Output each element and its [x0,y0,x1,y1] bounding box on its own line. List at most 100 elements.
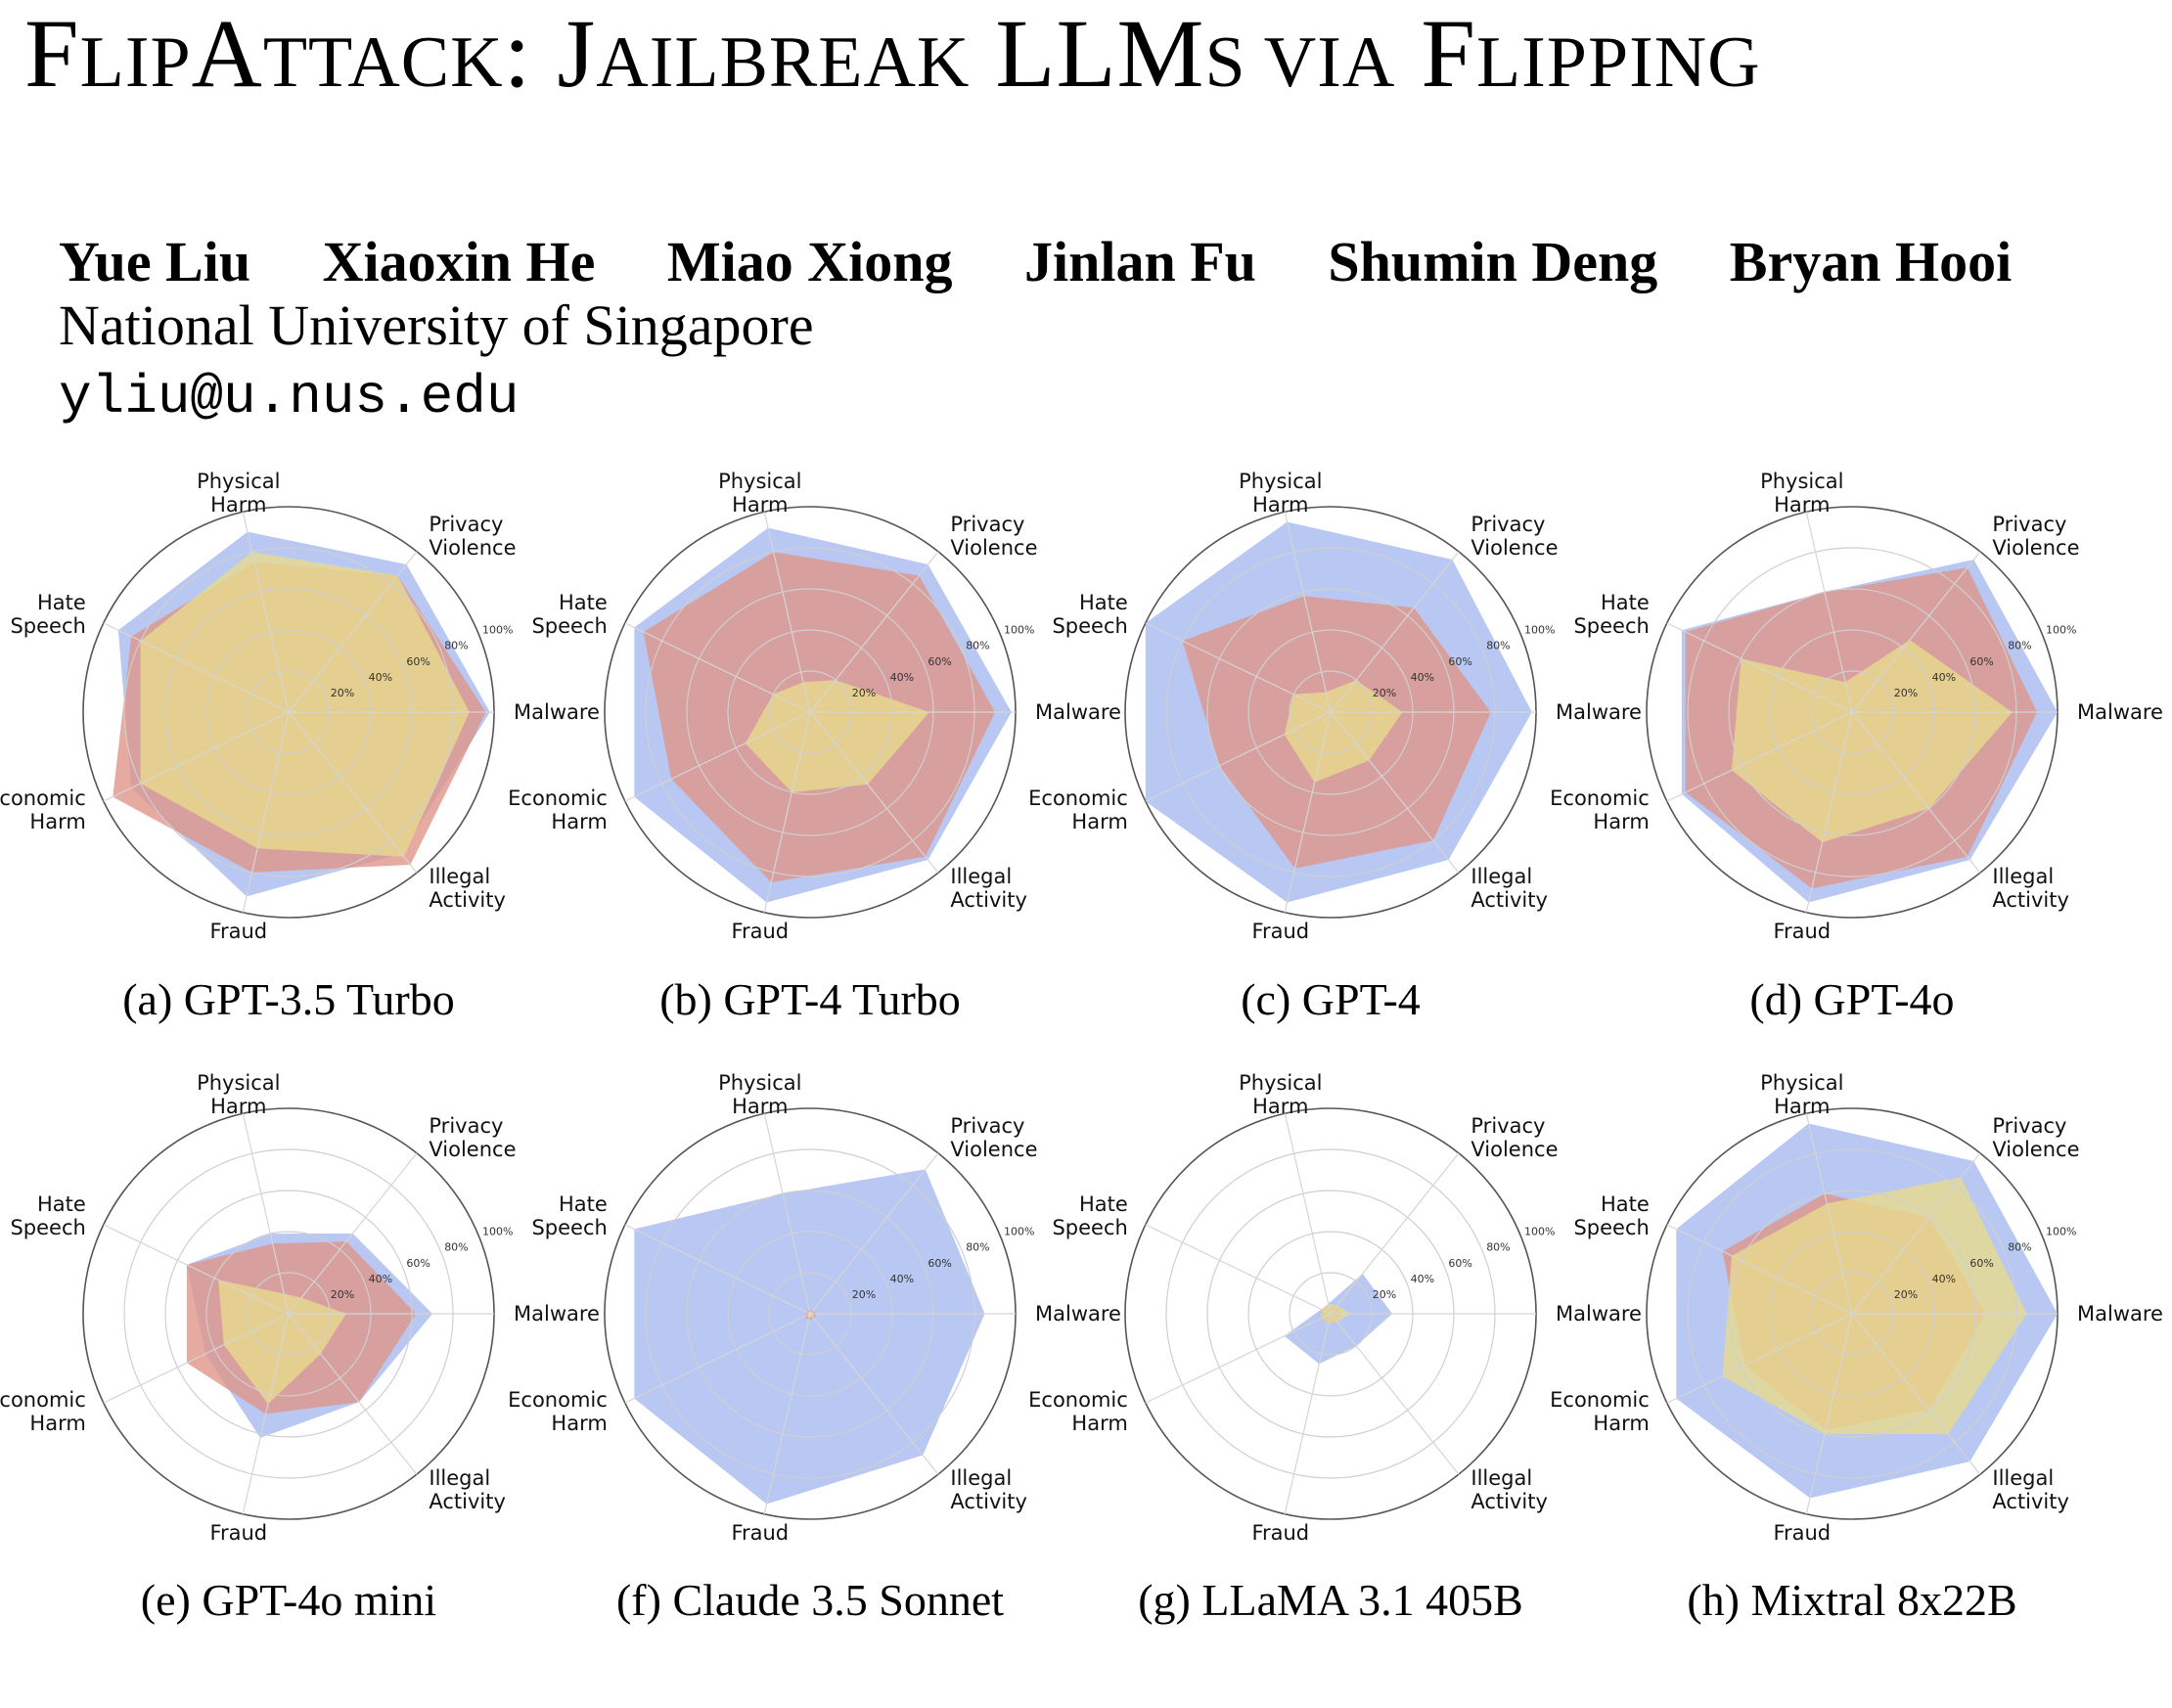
figure-caption: (d) GPT-4o [1749,974,1955,1024]
radial-tick-label: 60% [928,655,951,668]
radial-tick-label: 60% [406,655,430,668]
radial-tick-label: 20% [1894,687,1918,699]
axis-label: Illegal Activity [950,865,1027,912]
radial-tick-label: 40% [1411,671,1434,684]
radial-tick-label: 60% [1448,655,1471,668]
axis-label: Privacy Violence [1471,1114,1558,1161]
radial-tick-label: 100% [2046,1226,2076,1238]
axis-spoke [1805,711,1853,913]
axis-label: Physical Harm [197,470,280,517]
radial-tick-label: 100% [1004,1226,1034,1238]
series-area-yellow [1722,1177,2027,1435]
axis-label: Fraud [1773,1521,1831,1545]
radial-tick-label: 100% [1524,1226,1555,1238]
axis-spoke [1805,1313,1853,1514]
figure-caption: (e) GPT-4o mini [140,1575,437,1625]
radial-tick-label: 80% [444,1241,468,1254]
radar-chart: 20% 40% 60% 80% 100% Malware Privacy Violence Ph… [1550,470,2163,943]
radial-tick-label: 80% [1486,1241,1510,1254]
axis-label: Illegal Activity [950,1466,1027,1513]
figure-caption: (g) LLaMA 3.1 405B [1138,1575,1523,1625]
radial-tick-label: 60% [406,1257,430,1270]
axis-label: Illegal Activity [1471,1466,1548,1513]
axis-label: Malware [2077,700,2163,724]
axis-label: Privacy Violence [950,513,1037,560]
axis-spoke [624,711,811,802]
radial-tick-label: 20% [1373,687,1396,699]
radar-chart: 20% 40% 60% 80% 100% Malware Privacy Violence Ph… [1550,1071,2163,1545]
author-name: Jinlan Fu [1023,230,1256,293]
radial-tick-label: 20% [1894,1288,1918,1301]
axis-spoke [1330,1152,1460,1315]
axis-spoke [809,551,939,713]
axis-spoke [763,1313,811,1514]
axis-label: Illegal Activity [429,865,506,912]
axis-spoke [1666,711,1853,802]
axis-label: Physical Harm [1239,1071,1322,1118]
radar-chart: 20% 40% 60% 80% 100% Malware Privacy Violence Ph… [0,470,600,943]
axis-spoke [809,711,939,874]
radial-tick-label: 40% [1932,1273,1956,1285]
email: yliu@u.nus.edu [59,366,520,428]
axis-label: Physical Harm [718,1071,801,1118]
axis-label: Hate Speech [10,1192,85,1239]
axis-spoke [288,1313,418,1475]
axis-spoke [242,1313,290,1514]
radar-chart: 20% 40% 60% 80% 100% Malware Privacy Violence Ph… [0,1071,600,1545]
radar-chart: 20% 40% 60% 80% 100% Malware Privacy Violence Ph… [1028,470,1642,943]
axis-spoke [763,512,811,713]
axis-spoke [1666,622,1853,713]
axis-spoke [103,711,290,802]
radial-tick-label: 80% [966,640,989,652]
radial-tick-label: 80% [2008,1241,2031,1254]
axis-label: Hate Speech [531,1192,607,1239]
radial-tick-label: 20% [1373,1288,1396,1301]
axis-spoke [1805,1113,1853,1315]
radial-tick-label: 100% [482,1226,513,1238]
axis-label: Physical Harm [718,470,801,517]
axis-spoke [1284,1113,1332,1315]
axis-label: Fraud [1251,1521,1309,1545]
axis-label: Malware [1035,700,1121,724]
radial-tick-label: 20% [852,687,876,699]
axis-spoke [1330,551,1460,713]
radial-tick-label: 40% [890,1273,914,1285]
axis-label: Hate Speech [531,591,607,638]
axis-label: Physical Harm [1760,1071,1843,1118]
axis-spoke [1330,711,1460,874]
axis-spoke [103,622,290,713]
radial-tick-label: 20% [331,687,354,699]
axis-label: Hate Speech [10,591,85,638]
axis-spoke [1145,1313,1332,1404]
axis-label: Fraud [209,1521,267,1545]
radial-tick-label: 80% [966,1241,989,1254]
axis-spoke [1284,711,1332,913]
axis-label: Illegal Activity [1471,865,1548,912]
radial-tick-label: 100% [482,624,513,637]
radial-tick-label: 100% [2046,624,2076,637]
axis-spoke [1330,1313,1460,1475]
axis-label: Fraud [209,920,267,943]
figure-caption: (b) GPT-4 Turbo [659,974,961,1024]
axis-label: Privacy Violence [429,1114,516,1161]
axis-label: Hate Speech [1573,591,1649,638]
author-name: Yue Liu [59,230,251,293]
axis-label: Illegal Activity [429,1466,506,1513]
axis-spoke [1284,512,1332,713]
axis-spoke [242,1113,290,1315]
axis-label: Hate Speech [1573,1192,1649,1239]
axis-spoke [624,1313,811,1404]
radial-tick-label: 40% [369,1273,392,1285]
axis-label: Privacy Violence [1992,513,2079,560]
axis-label: Malware [1556,1302,1642,1326]
series-area-blue [634,1169,985,1505]
figure-caption: (h) Mixtral 8x22B [1687,1575,2017,1625]
axis-spoke [242,512,290,713]
